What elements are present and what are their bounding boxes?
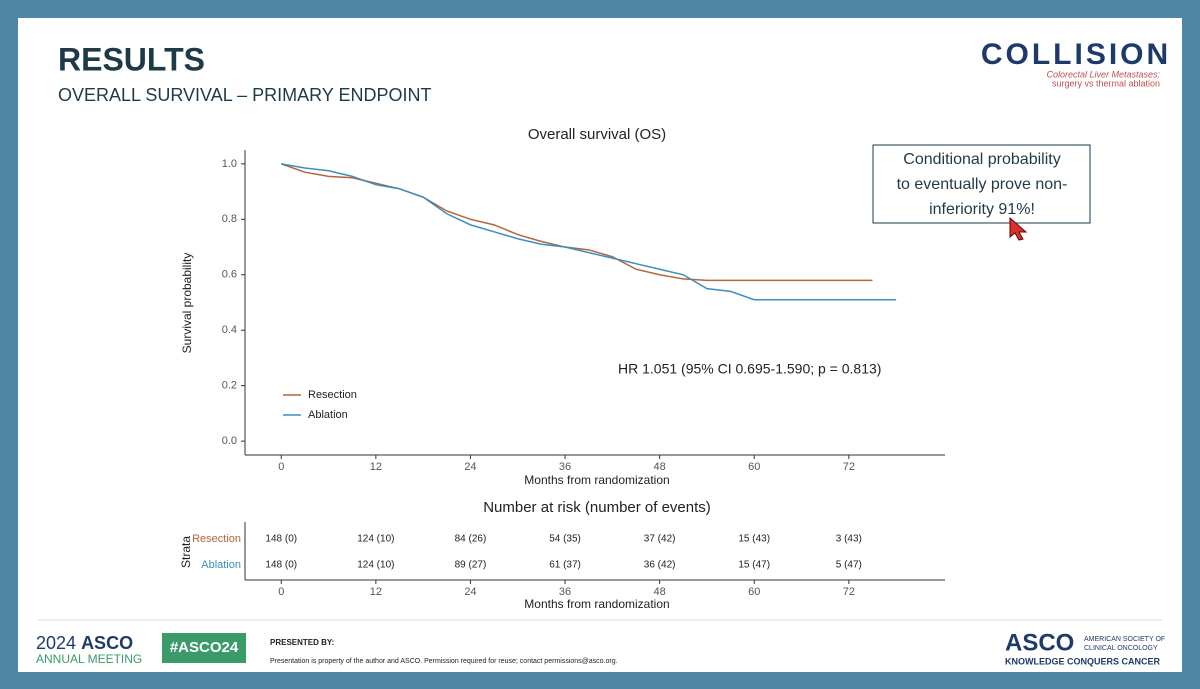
meeting-sub: ANNUAL MEETING [36,652,142,666]
meeting-org: ASCO [81,633,133,653]
y-tick-label: 0.2 [222,380,237,392]
logo-tagline: Colorectal Liver Metastases: [1046,69,1160,79]
risk-cell: 124 (10) [357,534,394,545]
y-tick-label: 1.0 [222,158,237,170]
slide-subtitle: OVERALL SURVIVAL – PRIMARY ENDPOINT [58,85,431,105]
risk-x-tick-label: 48 [654,586,666,598]
y-tick-label: 0.8 [222,213,237,225]
risk-cell: 5 (47) [836,560,862,571]
risk-x-tick-label: 60 [748,586,760,598]
risk-cell: 37 (42) [644,534,676,545]
callout-text: inferiority 91%! [929,201,1035,218]
risk-cell: 15 (47) [738,560,770,571]
risk-x-tick-label: 0 [278,586,284,598]
x-tick-label: 12 [370,461,382,473]
hr-annotation: HR 1.051 (95% CI 0.695-1.590; p = 0.813) [618,361,881,377]
x-tick-label: 36 [559,461,571,473]
presented-by: PRESENTED BY: [270,638,334,647]
x-tick-label: 24 [464,461,476,473]
risk-xlabel: Months from randomization [524,597,669,611]
risk-x-tick-label: 12 [370,586,382,598]
motto: KNOWLEDGE CONQUERS CANCER [1005,656,1161,666]
callout-text: Conditional probability [903,151,1060,168]
risk-row-label: Ablation [201,559,241,571]
org-full: AMERICAN SOCIETY OF [1084,636,1165,643]
risk-cell: 54 (35) [549,534,581,545]
x-tick-label: 60 [748,461,760,473]
risk-cell: 89 (27) [455,560,487,571]
org-full: CLINICAL ONCOLOGY [1084,645,1158,652]
risk-cell: 148 (0) [265,534,297,545]
risk-x-tick-label: 24 [464,586,476,598]
x-tick-label: 0 [278,461,284,473]
risk-cell: 124 (10) [357,560,394,571]
callout-box [872,144,1091,224]
slide [18,18,1182,672]
risk-title: Number at risk (number of events) [483,499,711,516]
risk-cell: 84 (26) [455,534,487,545]
legend-label: Resection [308,389,357,401]
x-axis-label: Months from randomization [524,473,669,487]
risk-cell: 15 (43) [738,534,770,545]
risk-ylabel: Strata [179,536,193,568]
meeting-year: 2024 ASCO [36,633,133,653]
risk-cell: 3 (43) [836,534,862,545]
org-logo: ASCO [1005,629,1074,656]
risk-row-label: Resection [192,533,241,545]
cursor [1009,216,1028,241]
legend-label: Ablation [308,409,348,421]
y-tick-label: 0.6 [222,269,237,281]
survival-curve [281,163,873,282]
chart-title: Overall survival (OS) [528,126,666,143]
y-tick-label: 0.0 [222,435,237,447]
callout-text: to eventually prove non- [897,176,1068,193]
logo-tagline: surgery vs thermal ablation [1052,78,1160,88]
hashtag-box [162,633,246,663]
x-tick-label: 48 [654,461,666,473]
notice: Presentation is property of the author a… [270,658,618,665]
risk-x-tick-label: 36 [559,586,571,598]
slide-title: RESULTS [58,41,205,77]
risk-cell: 36 (42) [644,560,676,571]
survival-curve [281,163,897,301]
risk-cell: 148 (0) [265,560,297,571]
y-axis-label: Survival probability [180,253,194,354]
hashtag: #ASCO24 [170,639,239,656]
logo-name: COLLISION [981,38,1171,71]
meeting-year: 2024 [36,633,76,653]
x-tick-label: 72 [843,461,855,473]
y-tick-label: 0.4 [222,324,237,336]
risk-cell: 61 (37) [549,560,581,571]
risk-x-tick-label: 72 [843,586,855,598]
